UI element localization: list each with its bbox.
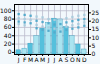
svg-text:60: 60 — [4, 23, 12, 30]
svg-text:10: 10 — [92, 34, 100, 41]
svg-text:F: F — [23, 56, 27, 63]
svg-text:S: S — [65, 56, 69, 63]
svg-text:20: 20 — [92, 17, 100, 24]
svg-text:20: 20 — [4, 40, 12, 47]
svg-text:D: D — [82, 56, 87, 63]
svg-text:M: M — [28, 56, 33, 63]
svg-text:40: 40 — [4, 32, 12, 39]
svg-text:A: A — [35, 56, 40, 63]
svg-text:0: 0 — [92, 50, 96, 57]
svg-text:80: 80 — [4, 15, 12, 22]
svg-text:15: 15 — [92, 25, 100, 32]
svg-text:100: 100 — [0, 7, 12, 14]
svg-text:5: 5 — [92, 42, 96, 49]
svg-text:J: J — [17, 56, 20, 64]
svg-text:M: M — [40, 56, 45, 63]
svg-text:N: N — [76, 56, 81, 63]
svg-text:J: J — [47, 56, 50, 64]
svg-text:25: 25 — [92, 9, 100, 16]
svg-text:J: J — [53, 56, 56, 64]
svg-text:0: 0 — [8, 48, 12, 55]
svg-text:O: O — [70, 56, 75, 63]
svg-text:A: A — [58, 56, 63, 63]
